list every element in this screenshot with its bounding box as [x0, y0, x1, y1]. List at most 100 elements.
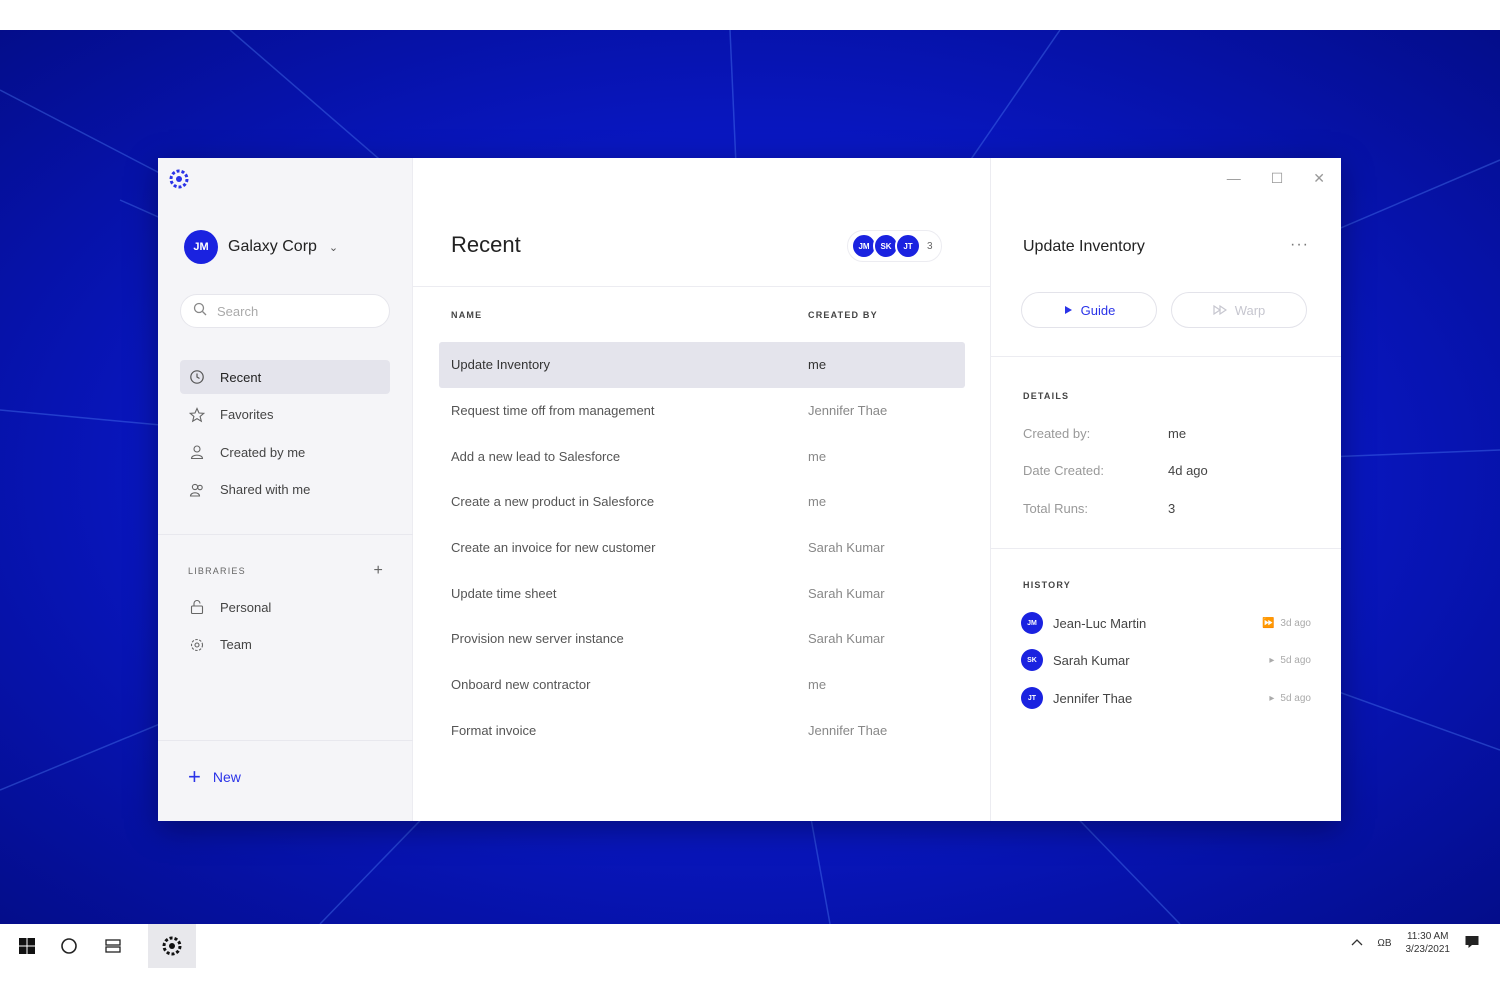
- new-button[interactable]: + New: [188, 766, 241, 788]
- row-created-by: Jennifer Thae: [808, 403, 888, 419]
- sidebar-item-favorites[interactable]: Favorites: [180, 398, 390, 432]
- row-name: Update Inventory: [451, 357, 551, 373]
- detail-field: Date Created: 4d ago: [1023, 463, 1323, 478]
- guide-button-label: Guide: [1080, 302, 1116, 318]
- row-created-by: Jennifer Thae: [808, 722, 888, 738]
- language-indicator[interactable]: ΩB: [1377, 937, 1392, 949]
- field-value: 3: [1168, 501, 1176, 516]
- play-icon: ▸: [1269, 692, 1275, 704]
- history-time: 5d ago: [1280, 654, 1311, 666]
- libraries-header: LIBRARIES +: [188, 562, 384, 580]
- fast-forward-icon: ⏩: [1261, 617, 1275, 629]
- table-row[interactable]: Request time off from management Jennifer…: [439, 388, 965, 434]
- app-window: JM Galaxy Corp ⌄ Recent Favorites: [158, 158, 1341, 821]
- app-logo-icon: [168, 168, 190, 190]
- recent-table: Update Inventory me Request time off from…: [439, 342, 965, 753]
- avatar: SK: [1021, 649, 1043, 671]
- chevron-down-icon: ⌄: [328, 241, 339, 254]
- details-section-label: DETAILS: [1023, 391, 1070, 401]
- history-item[interactable]: SK Sarah Kumar ▸ 5d ago: [1021, 649, 1311, 671]
- row-created-by: me: [808, 448, 827, 464]
- more-options-icon[interactable]: ···: [1290, 236, 1309, 253]
- fast-forward-icon: [1213, 303, 1227, 318]
- table-row[interactable]: Provision new server instance Sarah Kumar: [439, 616, 965, 662]
- row-created-by: me: [808, 494, 827, 510]
- sidebar-item-shared-with-me[interactable]: Shared with me: [180, 473, 390, 507]
- windows-start-icon[interactable]: [16, 935, 38, 957]
- table-row[interactable]: Add a new lead to Salesforce me: [439, 433, 965, 479]
- team-icon: [188, 636, 206, 654]
- collaborators-count: 3: [927, 240, 933, 252]
- detail-title: Update Inventory: [1023, 238, 1145, 255]
- row-created-by: me: [808, 357, 827, 373]
- search-icon: [193, 302, 207, 321]
- row-name: Create an invoice for new customer: [451, 540, 656, 556]
- history-item[interactable]: JT Jennifer Thae ▸ 5d ago: [1021, 687, 1311, 709]
- field-key: Date Created:: [1023, 463, 1104, 478]
- sidebar-item-label: Personal: [220, 599, 272, 615]
- row-created-by: me: [808, 677, 827, 693]
- user-icon: [188, 443, 206, 461]
- chevron-up-icon[interactable]: [1351, 938, 1363, 949]
- maximize-icon[interactable]: ☐: [1270, 170, 1284, 186]
- row-created-by: Sarah Kumar: [808, 631, 885, 647]
- sidebar: JM Galaxy Corp ⌄ Recent Favorites: [158, 158, 413, 821]
- column-header-created-by: CREATED BY: [808, 310, 878, 320]
- history-name: Sarah Kumar: [1053, 652, 1130, 668]
- column-header-name: NAME: [451, 310, 483, 320]
- sidebar-item-created-by-me[interactable]: Created by me: [180, 435, 390, 469]
- detail-panel: — ☐ ✕ Update Inventory ··· Guide Warp DE…: [991, 158, 1341, 821]
- warp-button-label: Warp: [1234, 302, 1266, 318]
- field-key: Created by:: [1023, 426, 1091, 441]
- clock[interactable]: 11:30 AM 3/23/2021: [1406, 930, 1451, 956]
- row-name: Add a new lead to Salesforce: [451, 448, 621, 464]
- close-icon[interactable]: ✕: [1313, 170, 1325, 186]
- app-gear-icon[interactable]: [161, 935, 183, 957]
- row-name: Onboard new contractor: [451, 677, 591, 693]
- add-library-icon[interactable]: +: [373, 562, 384, 579]
- history-name: Jean-Luc Martin: [1053, 615, 1147, 631]
- sidebar-item-label: Favorites: [220, 407, 274, 422]
- users-icon: [188, 481, 206, 499]
- search-circle-icon[interactable]: [58, 935, 80, 957]
- main-panel: Recent JM SK JT 3 NAME CREATED BY Update…: [413, 158, 991, 821]
- sidebar-item-label: Shared with me: [220, 482, 311, 497]
- sidebar-item-personal[interactable]: Personal: [180, 590, 390, 624]
- table-row[interactable]: Create a new product in Salesforce me: [439, 479, 965, 525]
- table-row[interactable]: Create an invoice for new customer Sarah …: [439, 525, 965, 571]
- row-name: Provision new server instance: [451, 631, 624, 647]
- lock-icon: [188, 598, 206, 616]
- table-row[interactable]: Format invoice Jennifer Thae: [439, 708, 965, 754]
- detail-divider: [991, 356, 1341, 357]
- row-name: Create a new product in Salesforce: [451, 494, 655, 510]
- history-item[interactable]: JM Jean-Luc Martin ⏩ 3d ago: [1021, 612, 1311, 634]
- minimize-icon[interactable]: —: [1226, 170, 1241, 186]
- clock-time: 11:30 AM: [1406, 931, 1449, 942]
- row-name: Request time off from management: [451, 403, 655, 419]
- sidebar-item-recent[interactable]: Recent: [180, 360, 390, 394]
- sidebar-nav: Recent Favorites Created by me Shared wi…: [180, 360, 390, 510]
- org-switcher[interactable]: JM Galaxy Corp ⌄: [184, 230, 338, 264]
- task-view-icon[interactable]: [102, 935, 124, 957]
- field-value: me: [1168, 426, 1187, 441]
- collaborators-group[interactable]: JM SK JT 3: [847, 230, 942, 262]
- libraries-label: LIBRARIES: [188, 566, 246, 576]
- table-row[interactable]: Update Inventory me: [439, 342, 965, 388]
- table-row[interactable]: Onboard new contractor me: [439, 662, 965, 708]
- notification-icon[interactable]: [1464, 934, 1480, 953]
- sidebar-divider: [158, 534, 413, 535]
- play-icon: ▸: [1269, 654, 1275, 666]
- play-icon: [1063, 303, 1073, 318]
- detail-field: Total Runs: 3: [1023, 501, 1323, 516]
- history-meta: ▸ 5d ago: [1269, 693, 1311, 704]
- search-input[interactable]: [217, 303, 367, 319]
- table-row[interactable]: Update time sheet Sarah Kumar: [439, 570, 965, 616]
- history-time: 5d ago: [1280, 692, 1311, 704]
- row-created-by: Sarah Kumar: [808, 585, 885, 601]
- sidebar-item-label: Recent: [220, 369, 262, 385]
- sidebar-item-team[interactable]: Team: [180, 628, 390, 662]
- plus-icon: +: [188, 764, 201, 789]
- org-name: Galaxy Corp: [228, 238, 317, 255]
- guide-button[interactable]: Guide: [1021, 292, 1157, 328]
- warp-button[interactable]: Warp: [1171, 292, 1307, 328]
